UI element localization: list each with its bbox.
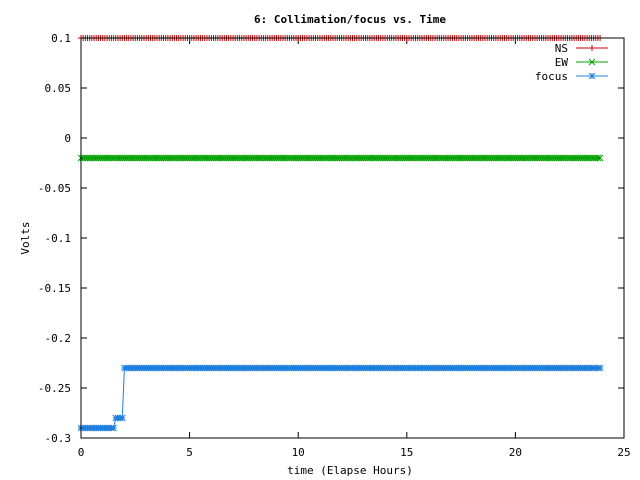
- point-marker: [118, 414, 126, 422]
- y-tick-label: -0.1: [45, 232, 72, 245]
- y-tick-label: 0.1: [51, 32, 71, 45]
- point-marker: [596, 154, 604, 162]
- x-tick-label: 5: [186, 446, 193, 459]
- x-axis-label: time (Elapse Hours): [287, 464, 413, 477]
- legend-label: focus: [535, 70, 568, 83]
- x-tick-label: 20: [509, 446, 522, 459]
- y-tick-label: 0: [64, 132, 71, 145]
- y-tick-label: -0.15: [38, 282, 71, 295]
- y-tick-label: -0.2: [45, 332, 72, 345]
- y-tick-label: -0.25: [38, 382, 71, 395]
- x-axis: 0 5 10 15 20 25: [78, 38, 631, 459]
- y-tick-label: 0.05: [45, 82, 72, 95]
- point-marker: [588, 58, 596, 66]
- y-axis: 0.1 0.05 0 -0.05 -0.1 -0.15 -0.2 -0.25 -0.3: [38, 32, 624, 445]
- y-axis-label: Volts: [19, 221, 32, 254]
- series-ew: [77, 154, 604, 162]
- point-marker: [110, 424, 117, 432]
- x-tick-label: 10: [292, 446, 305, 459]
- point-marker: [588, 72, 596, 80]
- point-marker: [596, 364, 604, 372]
- legend-label: EW: [555, 56, 569, 69]
- series-focus: [77, 364, 604, 432]
- x-tick-label: 25: [617, 446, 630, 459]
- plot-border: [80, 37, 625, 439]
- y-tick-label: -0.3: [45, 432, 72, 445]
- x-tick-label: 15: [400, 446, 413, 459]
- x-tick-label: 0: [78, 446, 85, 459]
- point-marker: [594, 154, 602, 162]
- chart-title: 6: Collimation/focus vs. Time: [254, 13, 446, 26]
- legend-label: NS: [555, 42, 568, 55]
- y-tick-label: -0.05: [38, 182, 71, 195]
